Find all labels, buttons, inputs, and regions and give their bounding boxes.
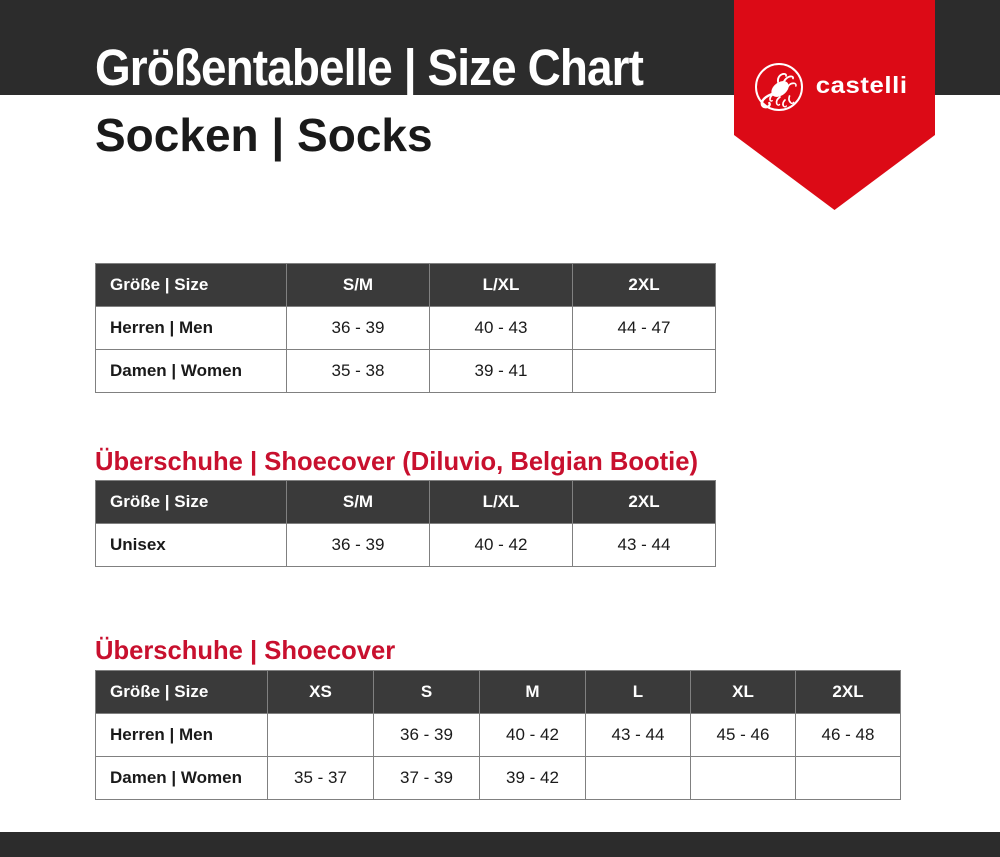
svg-text:castelli: castelli <box>816 73 908 98</box>
